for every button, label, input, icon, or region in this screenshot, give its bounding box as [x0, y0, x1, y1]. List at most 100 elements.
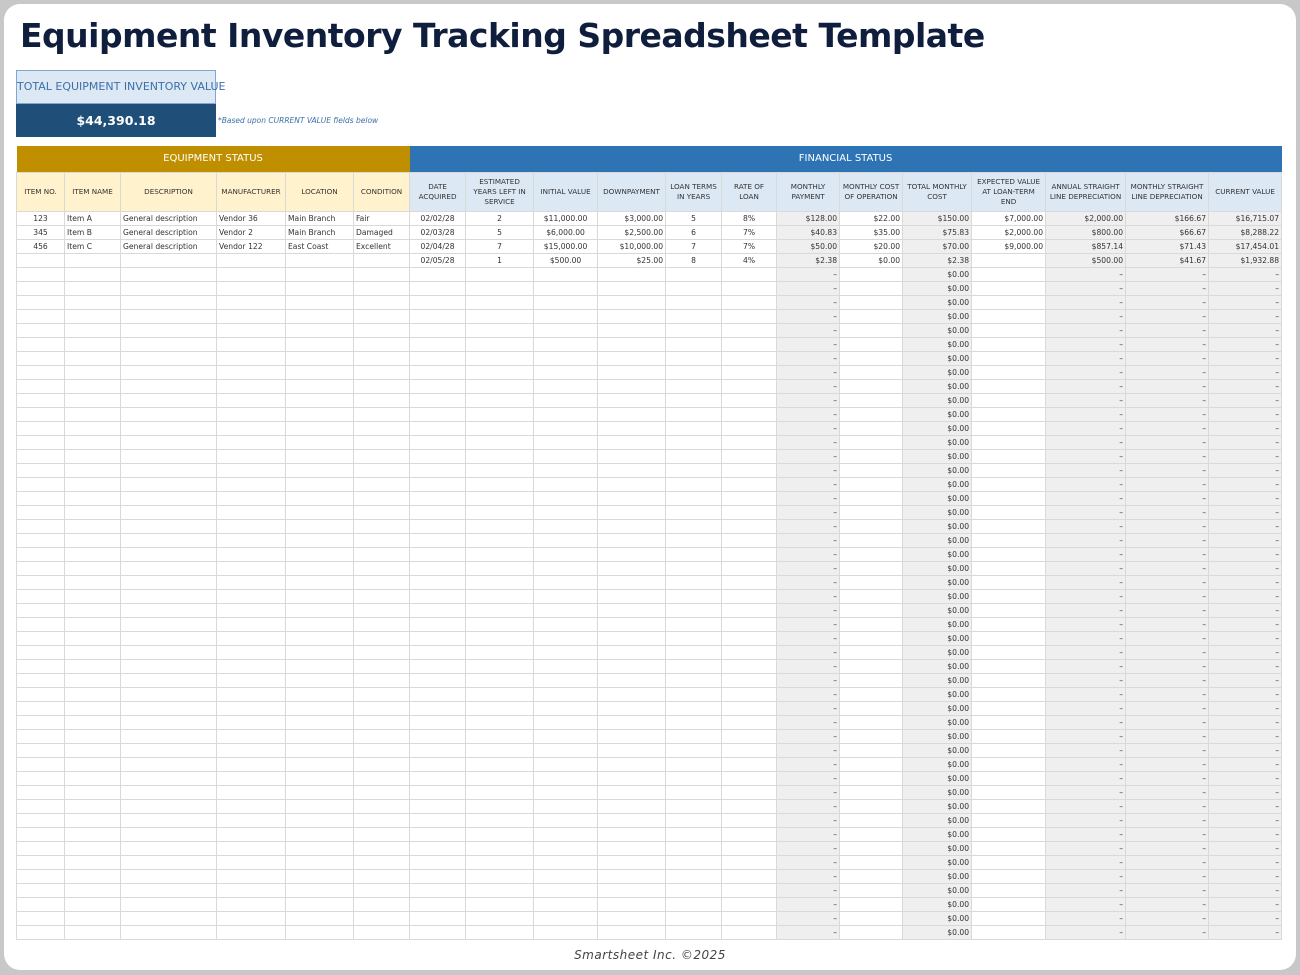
column-header-annual-depreciation[interactable]: ANNUAL STRAIGHT LINE DEPRECIATION — [1045, 171, 1127, 212]
cell-location[interactable]: Main Branch — [285, 224, 354, 240]
cell-location[interactable] — [285, 868, 354, 884]
cell-initial-value[interactable] — [533, 532, 599, 548]
cell-initial-value[interactable] — [533, 602, 599, 618]
cell-manufacturer[interactable] — [216, 308, 286, 324]
cell-location[interactable] — [285, 686, 354, 702]
cell-location[interactable] — [285, 742, 354, 758]
cell-monthly-cost-operation[interactable] — [839, 434, 904, 450]
cell-rate-of-loan[interactable] — [721, 574, 778, 590]
cell-current-value[interactable]: – — [1208, 882, 1283, 898]
cell-monthly-cost-operation[interactable] — [839, 294, 904, 310]
cell-monthly-payment[interactable]: $128.00 — [776, 210, 841, 226]
cell-item-name[interactable] — [64, 770, 121, 786]
cell-rate-of-loan[interactable] — [721, 336, 778, 352]
cell-item-no[interactable] — [16, 364, 65, 380]
cell-total-monthly-cost[interactable]: $0.00 — [902, 896, 973, 912]
cell-monthly-cost-operation[interactable] — [839, 546, 904, 562]
cell-rate-of-loan[interactable] — [721, 882, 778, 898]
cell-description[interactable] — [120, 798, 217, 814]
cell-monthly-depreciation[interactable]: – — [1125, 364, 1210, 380]
cell-monthly-payment[interactable]: – — [776, 336, 841, 352]
cell-monthly-cost-operation[interactable] — [839, 616, 904, 632]
cell-description[interactable] — [120, 406, 217, 422]
cell-monthly-depreciation[interactable]: – — [1125, 714, 1210, 730]
cell-current-value[interactable]: $17,454.01 — [1208, 238, 1283, 254]
cell-manufacturer[interactable] — [216, 742, 286, 758]
cell-expected-value-end[interactable]: $2,000.00 — [971, 224, 1047, 240]
cell-downpayment[interactable] — [597, 826, 667, 842]
cell-date-acquired[interactable] — [409, 826, 467, 842]
cell-annual-depreciation[interactable]: – — [1045, 588, 1127, 604]
cell-date-acquired[interactable]: 02/05/28 — [409, 252, 467, 268]
cell-monthly-payment[interactable]: – — [776, 924, 841, 940]
cell-expected-value-end[interactable] — [971, 574, 1047, 590]
cell-item-no[interactable] — [16, 434, 65, 450]
cell-location[interactable] — [285, 532, 354, 548]
cell-location[interactable] — [285, 812, 354, 828]
cell-total-monthly-cost[interactable]: $0.00 — [902, 532, 973, 548]
cell-current-value[interactable]: – — [1208, 854, 1283, 870]
cell-current-value[interactable]: – — [1208, 756, 1283, 772]
cell-initial-value[interactable]: $15,000.00 — [533, 238, 599, 254]
cell-monthly-payment[interactable]: – — [776, 308, 841, 324]
cell-initial-value[interactable] — [533, 518, 599, 534]
cell-manufacturer[interactable] — [216, 784, 286, 800]
cell-description[interactable] — [120, 574, 217, 590]
column-header-item-no[interactable]: ITEM NO. — [16, 171, 65, 212]
cell-item-no[interactable] — [16, 560, 65, 576]
cell-manufacturer[interactable] — [216, 644, 286, 660]
cell-item-name[interactable] — [64, 546, 121, 562]
cell-item-no[interactable] — [16, 420, 65, 436]
cell-monthly-depreciation[interactable]: – — [1125, 882, 1210, 898]
cell-est-years-left[interactable] — [465, 434, 535, 450]
cell-manufacturer[interactable] — [216, 336, 286, 352]
cell-item-no[interactable] — [16, 574, 65, 590]
cell-item-no[interactable] — [16, 798, 65, 814]
cell-est-years-left[interactable] — [465, 392, 535, 408]
cell-date-acquired[interactable] — [409, 602, 467, 618]
cell-item-no[interactable] — [16, 350, 65, 366]
cell-condition[interactable] — [352, 798, 411, 814]
cell-current-value[interactable]: – — [1208, 574, 1283, 590]
cell-total-monthly-cost[interactable]: $0.00 — [902, 686, 973, 702]
cell-total-monthly-cost[interactable]: $0.00 — [902, 924, 973, 940]
cell-annual-depreciation[interactable]: – — [1045, 798, 1127, 814]
cell-item-no[interactable] — [16, 406, 65, 422]
cell-rate-of-loan[interactable] — [721, 266, 778, 282]
cell-expected-value-end[interactable] — [971, 392, 1047, 408]
cell-item-name[interactable] — [64, 700, 121, 716]
cell-loan-terms[interactable] — [665, 476, 723, 492]
cell-loan-terms[interactable] — [665, 924, 723, 940]
cell-item-no[interactable] — [16, 910, 65, 926]
cell-manufacturer[interactable] — [216, 532, 286, 548]
cell-item-no[interactable] — [16, 728, 65, 744]
cell-total-monthly-cost[interactable]: $0.00 — [902, 630, 973, 646]
cell-location[interactable] — [285, 826, 354, 842]
cell-item-name[interactable] — [64, 294, 121, 310]
cell-expected-value-end[interactable]: $9,000.00 — [971, 238, 1047, 254]
cell-loan-terms[interactable] — [665, 294, 723, 310]
cell-monthly-cost-operation[interactable] — [839, 448, 904, 464]
cell-item-name[interactable] — [64, 882, 121, 898]
cell-expected-value-end[interactable] — [971, 504, 1047, 520]
cell-description[interactable] — [120, 616, 217, 632]
cell-location[interactable] — [285, 756, 354, 772]
cell-description[interactable] — [120, 490, 217, 506]
cell-initial-value[interactable] — [533, 588, 599, 604]
cell-loan-terms[interactable] — [665, 882, 723, 898]
cell-monthly-depreciation[interactable]: – — [1125, 462, 1210, 478]
cell-monthly-depreciation[interactable]: – — [1125, 266, 1210, 282]
cell-loan-terms[interactable]: 7 — [665, 238, 723, 254]
cell-manufacturer[interactable] — [216, 462, 286, 478]
cell-description[interactable] — [120, 896, 217, 912]
cell-total-monthly-cost[interactable]: $0.00 — [902, 518, 973, 534]
cell-annual-depreciation[interactable]: – — [1045, 322, 1127, 338]
cell-manufacturer[interactable] — [216, 910, 286, 926]
cell-monthly-depreciation[interactable]: – — [1125, 588, 1210, 604]
cell-description[interactable] — [120, 756, 217, 772]
cell-loan-terms[interactable] — [665, 434, 723, 450]
cell-downpayment[interactable] — [597, 770, 667, 786]
cell-downpayment[interactable] — [597, 686, 667, 702]
cell-total-monthly-cost[interactable]: $0.00 — [902, 546, 973, 562]
cell-manufacturer[interactable] — [216, 798, 286, 814]
